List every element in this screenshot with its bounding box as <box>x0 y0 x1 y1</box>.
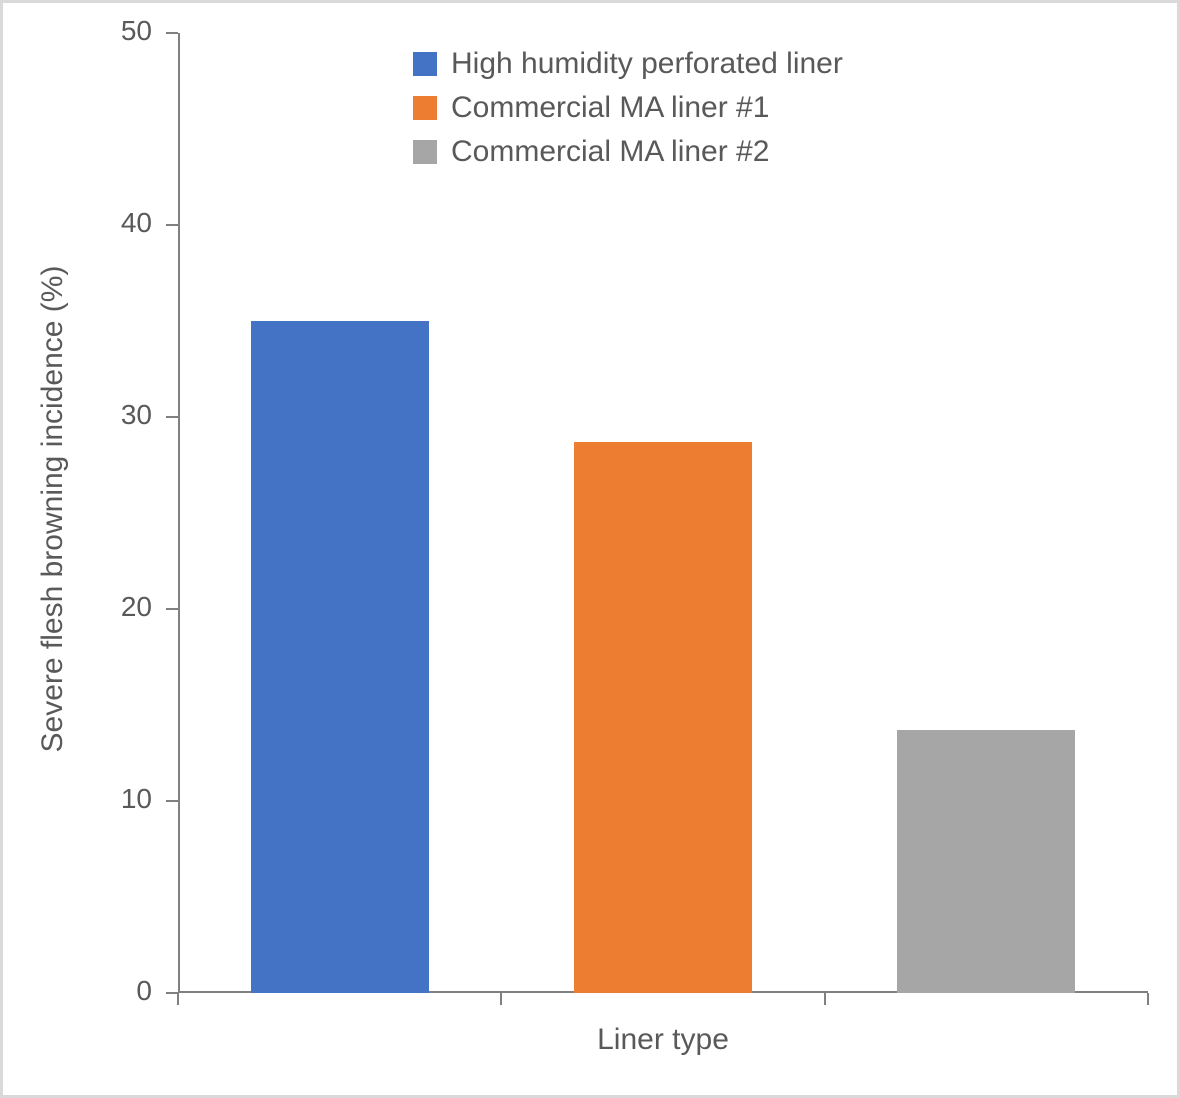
y-tick-label: 10 <box>121 783 152 815</box>
bar <box>897 730 1075 993</box>
y-axis-line <box>178 33 180 993</box>
legend-label: High humidity perforated liner <box>451 47 843 81</box>
legend-label: Commercial MA liner #2 <box>451 135 769 169</box>
y-axis-title: Severe flesh browning incidence (%) <box>36 209 70 809</box>
bar <box>574 442 752 993</box>
y-tick-mark <box>166 224 178 226</box>
legend-item: Commercial MA liner #2 <box>413 135 843 169</box>
legend-swatch <box>413 96 437 120</box>
x-tick-mark <box>824 993 826 1005</box>
y-tick-mark <box>166 416 178 418</box>
y-tick-label: 30 <box>121 399 152 431</box>
y-tick-label: 0 <box>136 975 152 1007</box>
x-tick-mark <box>177 993 179 1005</box>
legend-item: Commercial MA liner #1 <box>413 91 843 125</box>
x-tick-mark <box>1147 993 1149 1005</box>
legend: High humidity perforated liner Commercial… <box>413 47 843 179</box>
legend-swatch <box>413 52 437 76</box>
y-tick-label: 40 <box>121 207 152 239</box>
y-tick-label: 50 <box>121 15 152 47</box>
y-tick-mark <box>166 32 178 34</box>
x-tick-mark <box>500 993 502 1005</box>
y-tick-mark <box>166 800 178 802</box>
x-axis-title: Liner type <box>178 1023 1148 1057</box>
legend-item: High humidity perforated liner <box>413 47 843 81</box>
legend-swatch <box>413 140 437 164</box>
chart-frame: 0 10 20 30 40 50 Severe flesh browning incide… <box>0 0 1180 1098</box>
bar <box>251 321 429 993</box>
y-tick-label: 20 <box>121 591 152 623</box>
legend-label: Commercial MA liner #1 <box>451 91 769 125</box>
y-tick-mark <box>166 608 178 610</box>
